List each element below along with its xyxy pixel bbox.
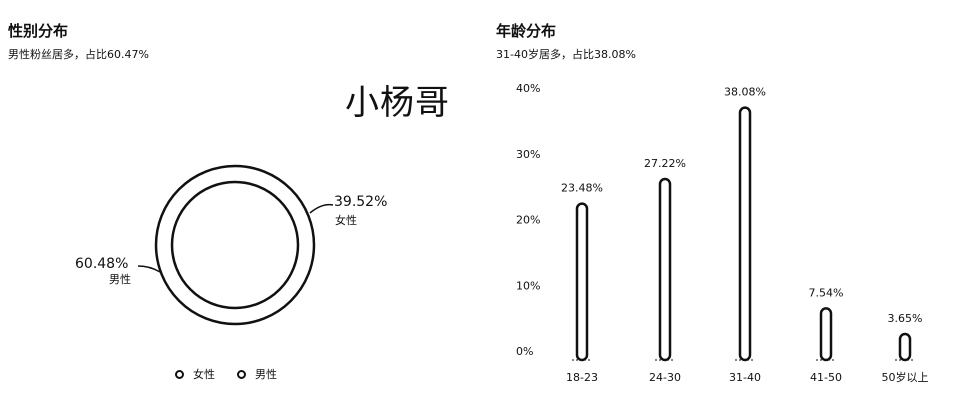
bar-18-23 [575,202,589,362]
x-tick-label: 41-50 [810,371,842,384]
y-tick-label: 0% [516,345,533,358]
female-category-label: 女性 [335,213,357,227]
x-tick-label: 18-23 [566,371,598,384]
y-tick-label: 30% [516,148,540,161]
age-subtitle: 31-40岁居多，占比38.08% [496,48,636,61]
age-panel: 年龄分布 31-40岁居多，占比38.08% 0% 10% 20% 30% 40% 23.… [480,0,967,407]
x-tick-label: 50岁以上 [882,370,929,384]
legend-label-male: 男性 [255,368,277,381]
donut-ring-outer [154,164,316,326]
gender-title: 性别分布 [8,22,69,40]
male-category-label: 男性 [109,272,131,286]
legend-label-female: 女性 [193,368,215,381]
bar-value-label: 7.54% [809,286,844,299]
x-tick-label: 24-30 [649,371,681,384]
bar-value-label: 23.48% [561,182,603,195]
bar-50岁以上 [898,332,912,362]
gender-subtitle: 男性粉丝居多，占比60.47% [8,48,149,61]
watermark: 小杨哥 [345,83,450,123]
gender-donut-chart: 39.52% 女性 60.48% 男性 [75,164,387,326]
legend-dot-icon [237,369,246,379]
gender-panel: 性别分布 男性粉丝居多，占比60.47% 小杨哥 39.52% 女性 60.48… [0,0,480,407]
gender-legend: 女性 男性 [175,366,299,382]
legend-item-female: 女性 [175,366,215,382]
bar-value-label: 3.65% [888,312,923,325]
y-tick-label: 20% [516,214,540,227]
x-tick-label: 31-40 [729,371,761,384]
male-percent-label: 60.48% [75,256,128,272]
age-title: 年龄分布 [496,22,557,40]
bar-31-40 [738,106,752,362]
bar-41-50 [819,307,833,362]
y-tick-label: 40% [516,82,540,95]
donut-ring-inner [170,180,300,310]
bar-24-30 [658,177,672,362]
female-leader-line [309,203,334,214]
y-tick-label: 10% [516,279,540,292]
female-percent-label: 39.52% [334,194,387,210]
bar-value-label: 27.22% [644,157,686,170]
legend-item-male: 男性 [237,366,277,382]
legend-dot-icon [175,369,184,379]
male-leader-line [137,265,161,273]
age-bar-chart: 0% 10% 20% 30% 40% 23.48% 18-23 27.22% 24-30 38.0… [516,82,929,384]
bar-value-label: 38.08% [724,86,766,99]
